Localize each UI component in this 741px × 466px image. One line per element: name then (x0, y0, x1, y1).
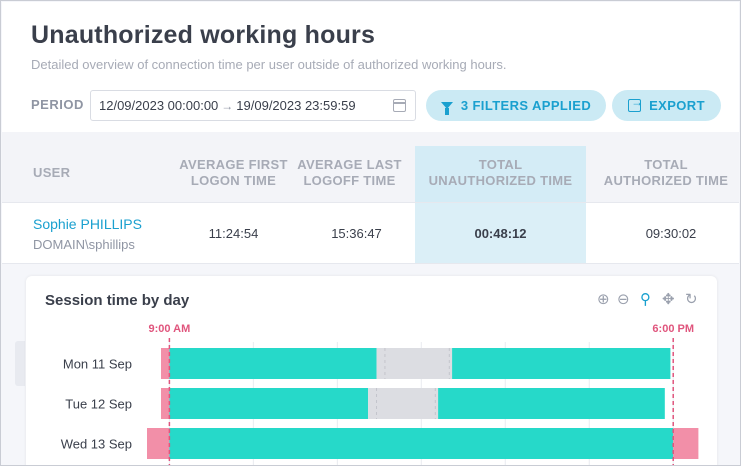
session-segment-unauthorized[interactable] (160, 348, 170, 379)
session-segment-authorized[interactable] (169, 348, 377, 379)
cell-avg-last-logoff: 15:36:47 (331, 226, 382, 241)
cell-total-authorized: 09:30:02 (645, 226, 697, 241)
user-name-link[interactable]: Sophie PHILLIPS (33, 216, 142, 232)
export-icon (628, 95, 643, 112)
session-segment-unauthorized[interactable] (147, 428, 170, 459)
arrow-right-icon: → (221, 98, 234, 113)
highlighted-column-cell (415, 203, 586, 263)
period-end: 19/09/2023 23:59:59 (236, 98, 356, 113)
magnifier-icon[interactable]: ⚲ (640, 291, 651, 308)
period-start: 12/09/2023 00:00:00 (99, 98, 219, 113)
highlighted-column-header (415, 146, 586, 202)
hour-marker-label: 9:00 AM (149, 323, 191, 335)
page-title: Unauthorized working hours (31, 21, 376, 49)
export-button-label: EXPORT (649, 98, 705, 113)
session-gantt-chart: Mon 11 Sep Tue 12 Sep Wed 13 Sep 9:00 AM 6:0… (61, 323, 699, 465)
cell-avg-first-logon: 11:24:54 (208, 226, 259, 241)
user-domain: DOMAIN\sphillips (33, 237, 135, 252)
export-button[interactable]: EXPORT (612, 90, 721, 121)
filter-icon (440, 102, 453, 115)
column-header-total-unauthorized[interactable]: TOTAL UNAUTHORIZED TIME (428, 157, 573, 188)
session-segment-authorized[interactable] (438, 388, 665, 419)
page-subtitle: Detailed overview of connection time per… (31, 57, 507, 72)
side-collapse-handle[interactable] (15, 341, 25, 386)
hour-marker-label: 6:00 PM (652, 323, 694, 335)
session-segment-unauthorized[interactable] (673, 428, 699, 459)
session-segment-idle[interactable] (368, 388, 439, 419)
day-label: Wed 13 Sep (61, 437, 132, 452)
period-label: PERIOD (31, 97, 84, 112)
zoom-out-icon[interactable]: ⊖ (617, 291, 630, 308)
day-label: Tue 12 Sep (65, 397, 132, 412)
period-range-input[interactable]: 12/09/2023 00:00:00 → 19/09/2023 23:59:5… (90, 90, 416, 121)
column-header-total-authorized[interactable]: TOTAL AUTHORIZED TIME (603, 157, 729, 188)
cell-total-unauthorized: 00:48:12 (474, 226, 527, 241)
session-segment-authorized[interactable] (169, 428, 674, 459)
zoom-in-icon[interactable]: ⊕ (597, 291, 610, 308)
session-segment-authorized[interactable] (452, 348, 671, 379)
session-segment-unauthorized[interactable] (160, 388, 170, 419)
column-header-avg-last-logoff[interactable]: AVERAGE LAST LOGOFF TIME (297, 157, 402, 188)
reset-icon[interactable]: ↻ (685, 291, 698, 308)
chart-title: Session time by day (45, 292, 190, 309)
table-header (2, 132, 739, 202)
calendar-icon[interactable] (393, 99, 406, 112)
day-label: Mon 11 Sep (63, 357, 132, 372)
session-segment-idle[interactable] (376, 348, 453, 379)
filters-button[interactable]: 3 FILTERS APPLIED (426, 90, 606, 121)
table-row[interactable] (2, 202, 739, 264)
pan-icon[interactable]: ✥ (662, 291, 675, 308)
column-header-avg-first-logon[interactable]: AVERAGE FIRST LOGON TIME (179, 157, 288, 188)
session-segment-authorized[interactable] (169, 388, 369, 419)
column-header-user[interactable]: USER (33, 165, 71, 180)
filters-button-label: 3 FILTERS APPLIED (460, 98, 592, 113)
